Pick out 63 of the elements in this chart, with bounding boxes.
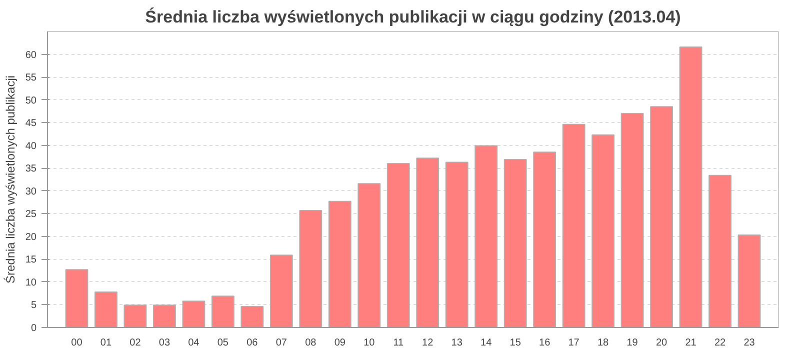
bar: [620, 112, 644, 328]
x-tick-label: 08: [305, 338, 317, 348]
y-tick-label: 50: [25, 95, 37, 106]
x-tick-label: 21: [685, 338, 697, 348]
bar: [474, 145, 498, 328]
bar: [124, 304, 147, 328]
bar: [650, 106, 674, 328]
x-tick-label: 03: [158, 338, 170, 348]
x-tick-label: 10: [364, 338, 376, 348]
bar: [445, 162, 468, 328]
x-tick-label: 16: [539, 338, 551, 348]
bar: [679, 46, 702, 328]
x-tick-label: 04: [188, 338, 200, 348]
x-tick-label: 23: [744, 338, 756, 348]
x-tick-label: 22: [714, 338, 726, 348]
bar: [533, 152, 556, 328]
y-tick-label: 55: [25, 72, 37, 84]
bar: [386, 163, 410, 328]
bar: [65, 269, 88, 328]
bar: [708, 174, 732, 328]
y-tick-label: 5: [30, 300, 37, 312]
bar: [182, 300, 206, 328]
x-tick-label: 09: [334, 338, 346, 348]
bar: [270, 254, 293, 328]
bar: [152, 304, 176, 328]
y-tick-label: 20: [25, 232, 37, 243]
y-tick-label: 0: [30, 323, 37, 334]
y-tick-label: 60: [25, 50, 37, 61]
chart-title: Średnia liczba wyświetlonych publikacji w ciągu godziny (2013.04): [145, 6, 681, 26]
bar: [328, 200, 352, 328]
x-tick-label: 07: [276, 338, 288, 348]
bar: [240, 306, 264, 328]
y-tick-label: 35: [25, 164, 37, 175]
x-tick-label: 19: [626, 338, 638, 348]
x-tick-label: 20: [656, 338, 668, 348]
bar: [592, 134, 615, 328]
y-tick-label: 25: [25, 209, 37, 220]
x-tick-label: 01: [100, 338, 112, 348]
y-tick-label: 30: [25, 186, 37, 198]
y-tick-label: 40: [25, 140, 37, 152]
y-tick-label: 45: [25, 118, 37, 130]
bar: [94, 291, 118, 328]
bar: [211, 296, 234, 328]
x-tick-label: 06: [246, 338, 258, 348]
x-tick-label: 15: [510, 338, 522, 348]
x-tick-label: 05: [217, 338, 229, 348]
bar: [358, 183, 381, 328]
x-tick-label: 14: [480, 338, 492, 348]
x-tick-label: 00: [71, 338, 83, 348]
y-tick-label: 10: [25, 277, 37, 288]
bar: [562, 124, 586, 328]
bar: [299, 210, 322, 328]
x-tick-label: 12: [422, 338, 434, 348]
y-axis-title: Średnia liczba wyświetlonych publikacji: [3, 75, 18, 284]
x-tick-label: 17: [568, 338, 580, 348]
x-tick-label: 11: [393, 338, 404, 348]
x-tick-label: 18: [598, 338, 610, 348]
bar: [504, 158, 527, 328]
bar: [738, 234, 761, 328]
x-tick-label: 13: [451, 338, 463, 348]
y-tick-label: 15: [25, 254, 37, 266]
bar: [416, 158, 440, 328]
x-tick-label: 02: [130, 338, 142, 348]
